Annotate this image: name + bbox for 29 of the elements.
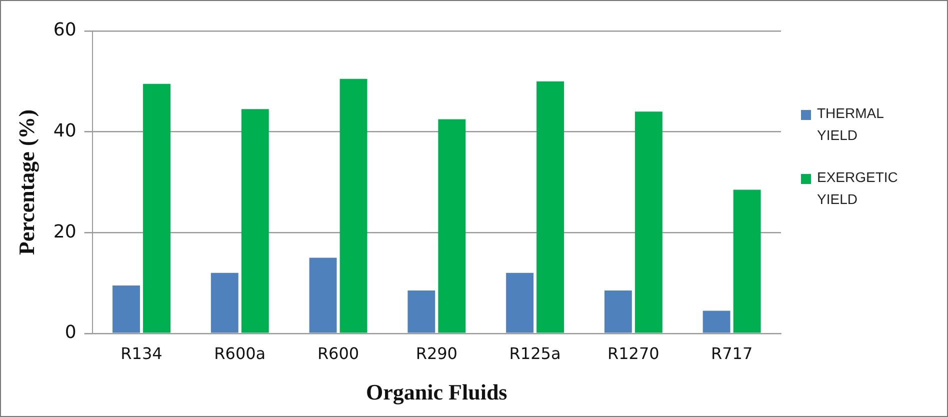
legend-label: THERMAL YIELD — [817, 104, 884, 145]
bar — [210, 272, 238, 333]
y-tick-label: 60 — [53, 20, 76, 41]
legend-label: EXERGETIC YIELD — [817, 168, 899, 209]
x-tick-label: R125a — [509, 344, 561, 364]
y-tick-label: 0 — [64, 322, 76, 344]
x-tick-label: R134 — [120, 344, 162, 364]
bar — [408, 290, 436, 333]
y-tick-label: 20 — [53, 221, 76, 242]
bar — [241, 109, 269, 333]
bar — [733, 190, 761, 333]
x-tick-label: R1270 — [608, 344, 660, 364]
x-tick-label: R600a — [214, 344, 266, 364]
bar — [536, 81, 564, 333]
y-axis-title: Percentage (%) — [14, 109, 39, 255]
x-tick-label: R290 — [416, 344, 458, 364]
bar — [634, 112, 662, 333]
bar — [340, 78, 368, 333]
bar — [506, 272, 534, 333]
bar — [604, 290, 632, 333]
y-tick-label: 40 — [53, 120, 76, 142]
bar — [309, 258, 337, 333]
bar — [112, 286, 140, 333]
x-tick-label: R717 — [710, 344, 753, 364]
x-axis-title: Organic Fluids — [366, 379, 508, 404]
bar — [702, 310, 730, 333]
x-tick-label: R600 — [317, 344, 360, 364]
bar — [143, 84, 170, 333]
bar — [438, 119, 466, 333]
